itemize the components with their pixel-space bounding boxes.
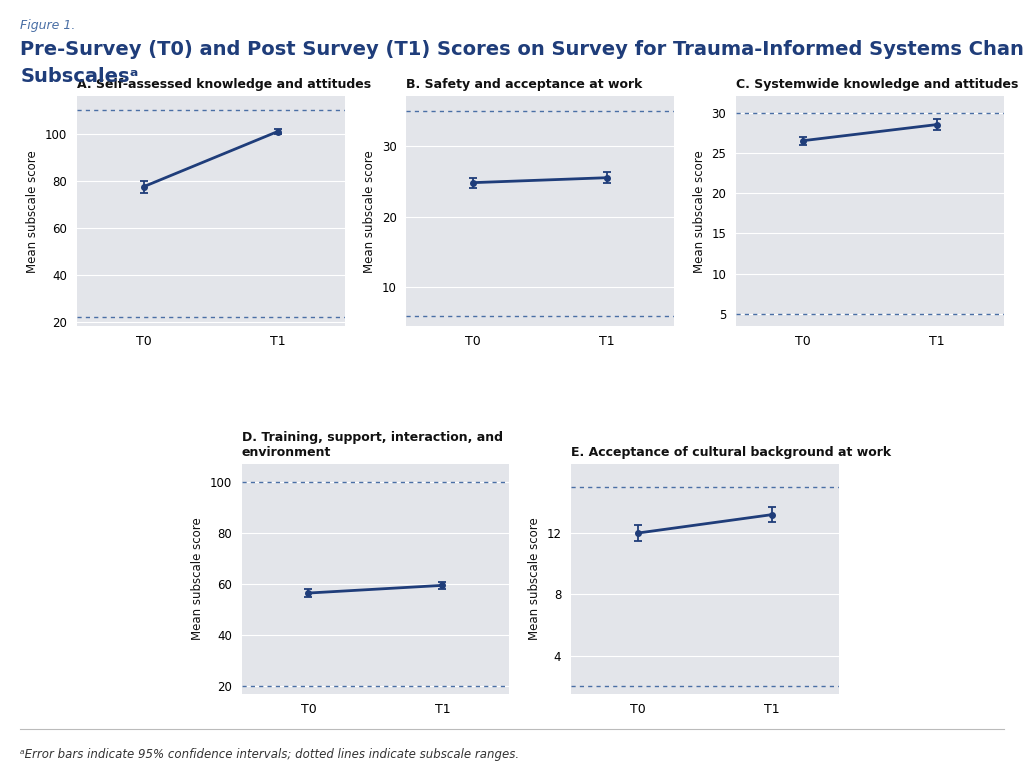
Y-axis label: Mean subscale score: Mean subscale score	[27, 150, 39, 273]
Text: C. Systemwide knowledge and attitudes: C. Systemwide knowledge and attitudes	[736, 78, 1018, 91]
Text: B. Safety and acceptance at work: B. Safety and acceptance at work	[407, 78, 643, 91]
Text: Pre-Survey (T0) and Post Survey (T1) Scores on Survey for Trauma-Informed System: Pre-Survey (T0) and Post Survey (T1) Sco…	[20, 40, 1024, 59]
Text: ᵃError bars indicate 95% confidence intervals; dotted lines indicate subscale ra: ᵃError bars indicate 95% confidence inte…	[20, 748, 519, 761]
Y-axis label: Mean subscale score: Mean subscale score	[527, 517, 541, 641]
Text: Figure 1.: Figure 1.	[20, 19, 76, 32]
Text: E. Acceptance of cultural background at work: E. Acceptance of cultural background at …	[571, 446, 891, 459]
Text: Subscalesᵃ: Subscalesᵃ	[20, 67, 139, 86]
Y-axis label: Mean subscale score: Mean subscale score	[692, 150, 706, 273]
Text: D. Training, support, interaction, and
environment: D. Training, support, interaction, and e…	[242, 431, 503, 459]
Y-axis label: Mean subscale score: Mean subscale score	[364, 150, 376, 273]
Text: A. Self-assessed knowledge and attitudes: A. Self-assessed knowledge and attitudes	[77, 78, 371, 91]
Y-axis label: Mean subscale score: Mean subscale score	[191, 517, 204, 641]
